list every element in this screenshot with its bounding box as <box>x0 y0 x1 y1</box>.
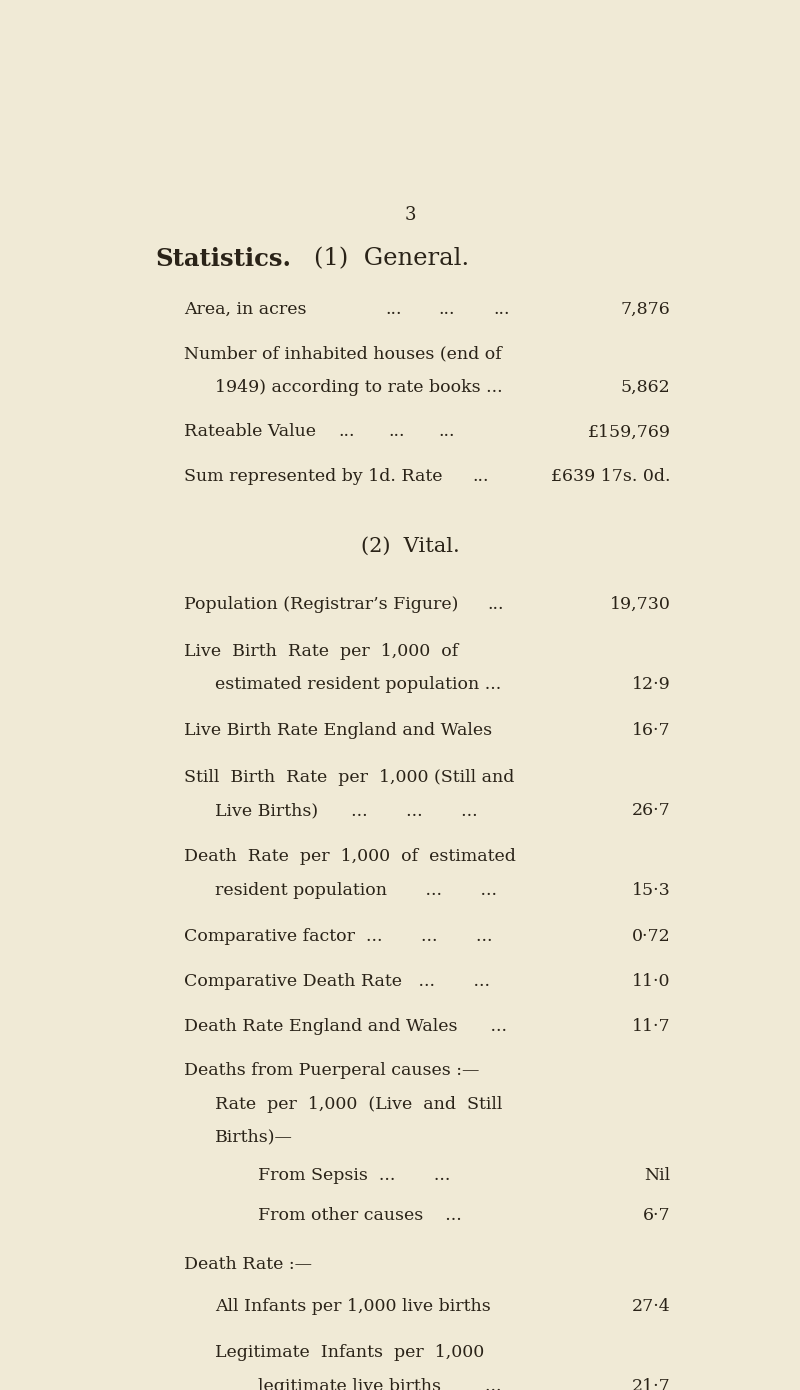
Text: 12·9: 12·9 <box>632 676 670 692</box>
Text: (2)  Vital.: (2) Vital. <box>361 537 459 556</box>
Text: 1949) according to rate books ...: 1949) according to rate books ... <box>214 378 502 396</box>
Text: 19,730: 19,730 <box>610 596 670 613</box>
Text: ...: ... <box>338 424 355 441</box>
Text: Still  Birth  Rate  per  1,000 (Still and: Still Birth Rate per 1,000 (Still and <box>184 769 514 785</box>
Text: Legitimate  Infants  per  1,000: Legitimate Infants per 1,000 <box>214 1344 484 1361</box>
Text: Live Births)      ...       ...       ...: Live Births) ... ... ... <box>214 802 478 819</box>
Text: legitimate live births        ...: legitimate live births ... <box>258 1377 502 1390</box>
Text: ...: ... <box>487 596 504 613</box>
Text: ...: ... <box>388 424 405 441</box>
Text: resident population       ...       ...: resident population ... ... <box>214 881 497 898</box>
Text: 6·7: 6·7 <box>642 1207 670 1223</box>
Text: Death Rate England and Wales      ...: Death Rate England and Wales ... <box>184 1017 506 1034</box>
Text: Births)—: Births)— <box>214 1129 293 1145</box>
Text: ...: ... <box>438 300 454 317</box>
Text: Comparative Death Rate   ...       ...: Comparative Death Rate ... ... <box>184 973 490 990</box>
Text: 3: 3 <box>404 206 416 224</box>
Text: 0·72: 0·72 <box>632 929 670 945</box>
Text: Statistics.: Statistics. <box>156 247 292 271</box>
Text: 21·7: 21·7 <box>632 1377 670 1390</box>
Text: All Infants per 1,000 live births: All Infants per 1,000 live births <box>214 1298 490 1315</box>
Text: 26·7: 26·7 <box>632 802 670 819</box>
Text: 7,876: 7,876 <box>621 300 670 317</box>
Text: Area, in acres: Area, in acres <box>184 300 306 317</box>
Text: Live Birth Rate England and Wales: Live Birth Rate England and Wales <box>184 723 492 739</box>
Text: Population (Registrar’s Figure): Population (Registrar’s Figure) <box>184 596 458 613</box>
Text: ...: ... <box>438 424 454 441</box>
Text: From other causes    ...: From other causes ... <box>258 1207 462 1223</box>
Text: Number of inhabited houses (end of: Number of inhabited houses (end of <box>184 345 502 363</box>
Text: ...: ... <box>386 300 402 317</box>
Text: Live  Birth  Rate  per  1,000  of: Live Birth Rate per 1,000 of <box>184 642 458 660</box>
Text: 5,862: 5,862 <box>621 378 670 396</box>
Text: 16·7: 16·7 <box>632 723 670 739</box>
Text: £159,769: £159,769 <box>587 424 670 441</box>
Text: Death Rate :—: Death Rate :— <box>184 1257 312 1273</box>
Text: 15·3: 15·3 <box>632 881 670 898</box>
Text: Rateable Value: Rateable Value <box>184 424 316 441</box>
Text: Comparative factor  ...       ...       ...: Comparative factor ... ... ... <box>184 929 492 945</box>
Text: £639 17s. 0d.: £639 17s. 0d. <box>551 468 670 485</box>
Text: 11·0: 11·0 <box>632 973 670 990</box>
Text: (1)  General.: (1) General. <box>314 247 469 270</box>
Text: Deaths from Puerperal causes :—: Deaths from Puerperal causes :— <box>184 1062 479 1080</box>
Text: Nil: Nil <box>644 1166 670 1184</box>
Text: 27·4: 27·4 <box>632 1298 670 1315</box>
Text: Rate  per  1,000  (Live  and  Still: Rate per 1,000 (Live and Still <box>214 1095 502 1112</box>
Text: From Sepsis  ...       ...: From Sepsis ... ... <box>258 1166 450 1184</box>
Text: ...: ... <box>472 468 489 485</box>
Text: 11·7: 11·7 <box>632 1017 670 1034</box>
Text: ...: ... <box>494 300 510 317</box>
Text: Death  Rate  per  1,000  of  estimated: Death Rate per 1,000 of estimated <box>184 848 515 866</box>
Text: estimated resident population ...: estimated resident population ... <box>214 676 501 692</box>
Text: Sum represented by 1d. Rate: Sum represented by 1d. Rate <box>184 468 442 485</box>
